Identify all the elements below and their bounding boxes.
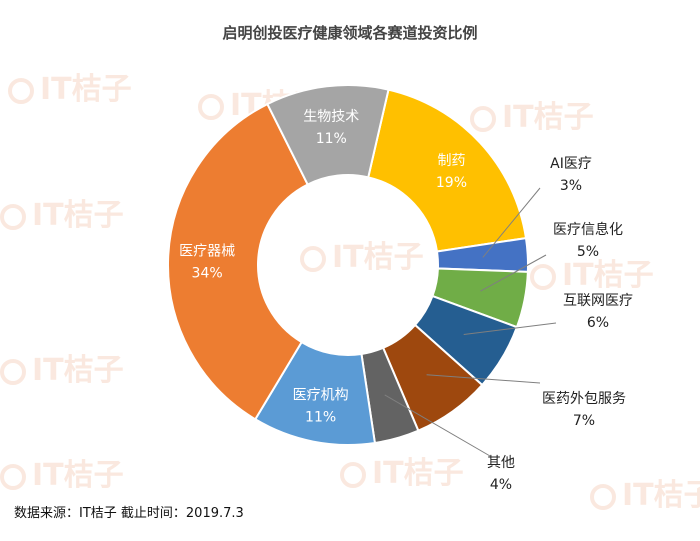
slice-percent-label: 11% xyxy=(305,409,336,425)
slice-percent-label: 7% xyxy=(573,413,595,429)
chart-title: 启明创投医疗健康领域各赛道投资比例 xyxy=(222,24,478,42)
leader-line xyxy=(480,254,547,292)
slice-percent-label: 3% xyxy=(560,178,582,194)
watermark-text: IT桔子 xyxy=(300,232,424,276)
slice-label: 医疗器械 xyxy=(179,244,235,260)
watermark-text: IT桔子 xyxy=(8,64,132,108)
donut-slice xyxy=(167,102,310,421)
data-source-note: 数据来源：IT桔子 截止时间：2019.7.3 xyxy=(14,506,244,521)
donut-slice xyxy=(367,88,528,253)
slice-label: 制药 xyxy=(437,153,465,169)
slice-percent-label: 6% xyxy=(587,315,609,331)
watermark-text: IT桔子 xyxy=(340,448,464,492)
leader-line xyxy=(482,187,541,258)
slice-label: 其他 xyxy=(487,455,515,471)
watermark-text: IT桔子 xyxy=(470,92,594,136)
watermark-text: IT桔子 xyxy=(0,450,124,494)
slice-percent-label: 4% xyxy=(490,477,512,493)
donut-slice xyxy=(266,84,390,186)
watermark-text: IT桔子 xyxy=(0,190,124,234)
slice-label: 医疗机构 xyxy=(293,387,349,403)
slice-percent-label: 5% xyxy=(577,244,599,260)
leader-line xyxy=(384,394,491,457)
watermark-text: IT桔子 xyxy=(590,470,700,514)
leader-line xyxy=(463,322,557,336)
slice-label: 医疗信息化 xyxy=(553,221,623,238)
slice-percent-label: 11% xyxy=(316,131,347,147)
slice-label: 生物技术 xyxy=(303,109,359,125)
slice-label: 医药外包服务 xyxy=(542,391,626,407)
leader-line xyxy=(426,374,541,384)
slice-label: 互联网医疗 xyxy=(563,293,633,309)
slice-label: AI医疗 xyxy=(550,156,592,172)
slice-percent-label: 19% xyxy=(436,175,467,191)
watermark-text: IT桔子 xyxy=(530,250,654,294)
watermark-text: IT桔子 xyxy=(0,345,124,389)
slice-percent-label: 34% xyxy=(192,266,223,282)
